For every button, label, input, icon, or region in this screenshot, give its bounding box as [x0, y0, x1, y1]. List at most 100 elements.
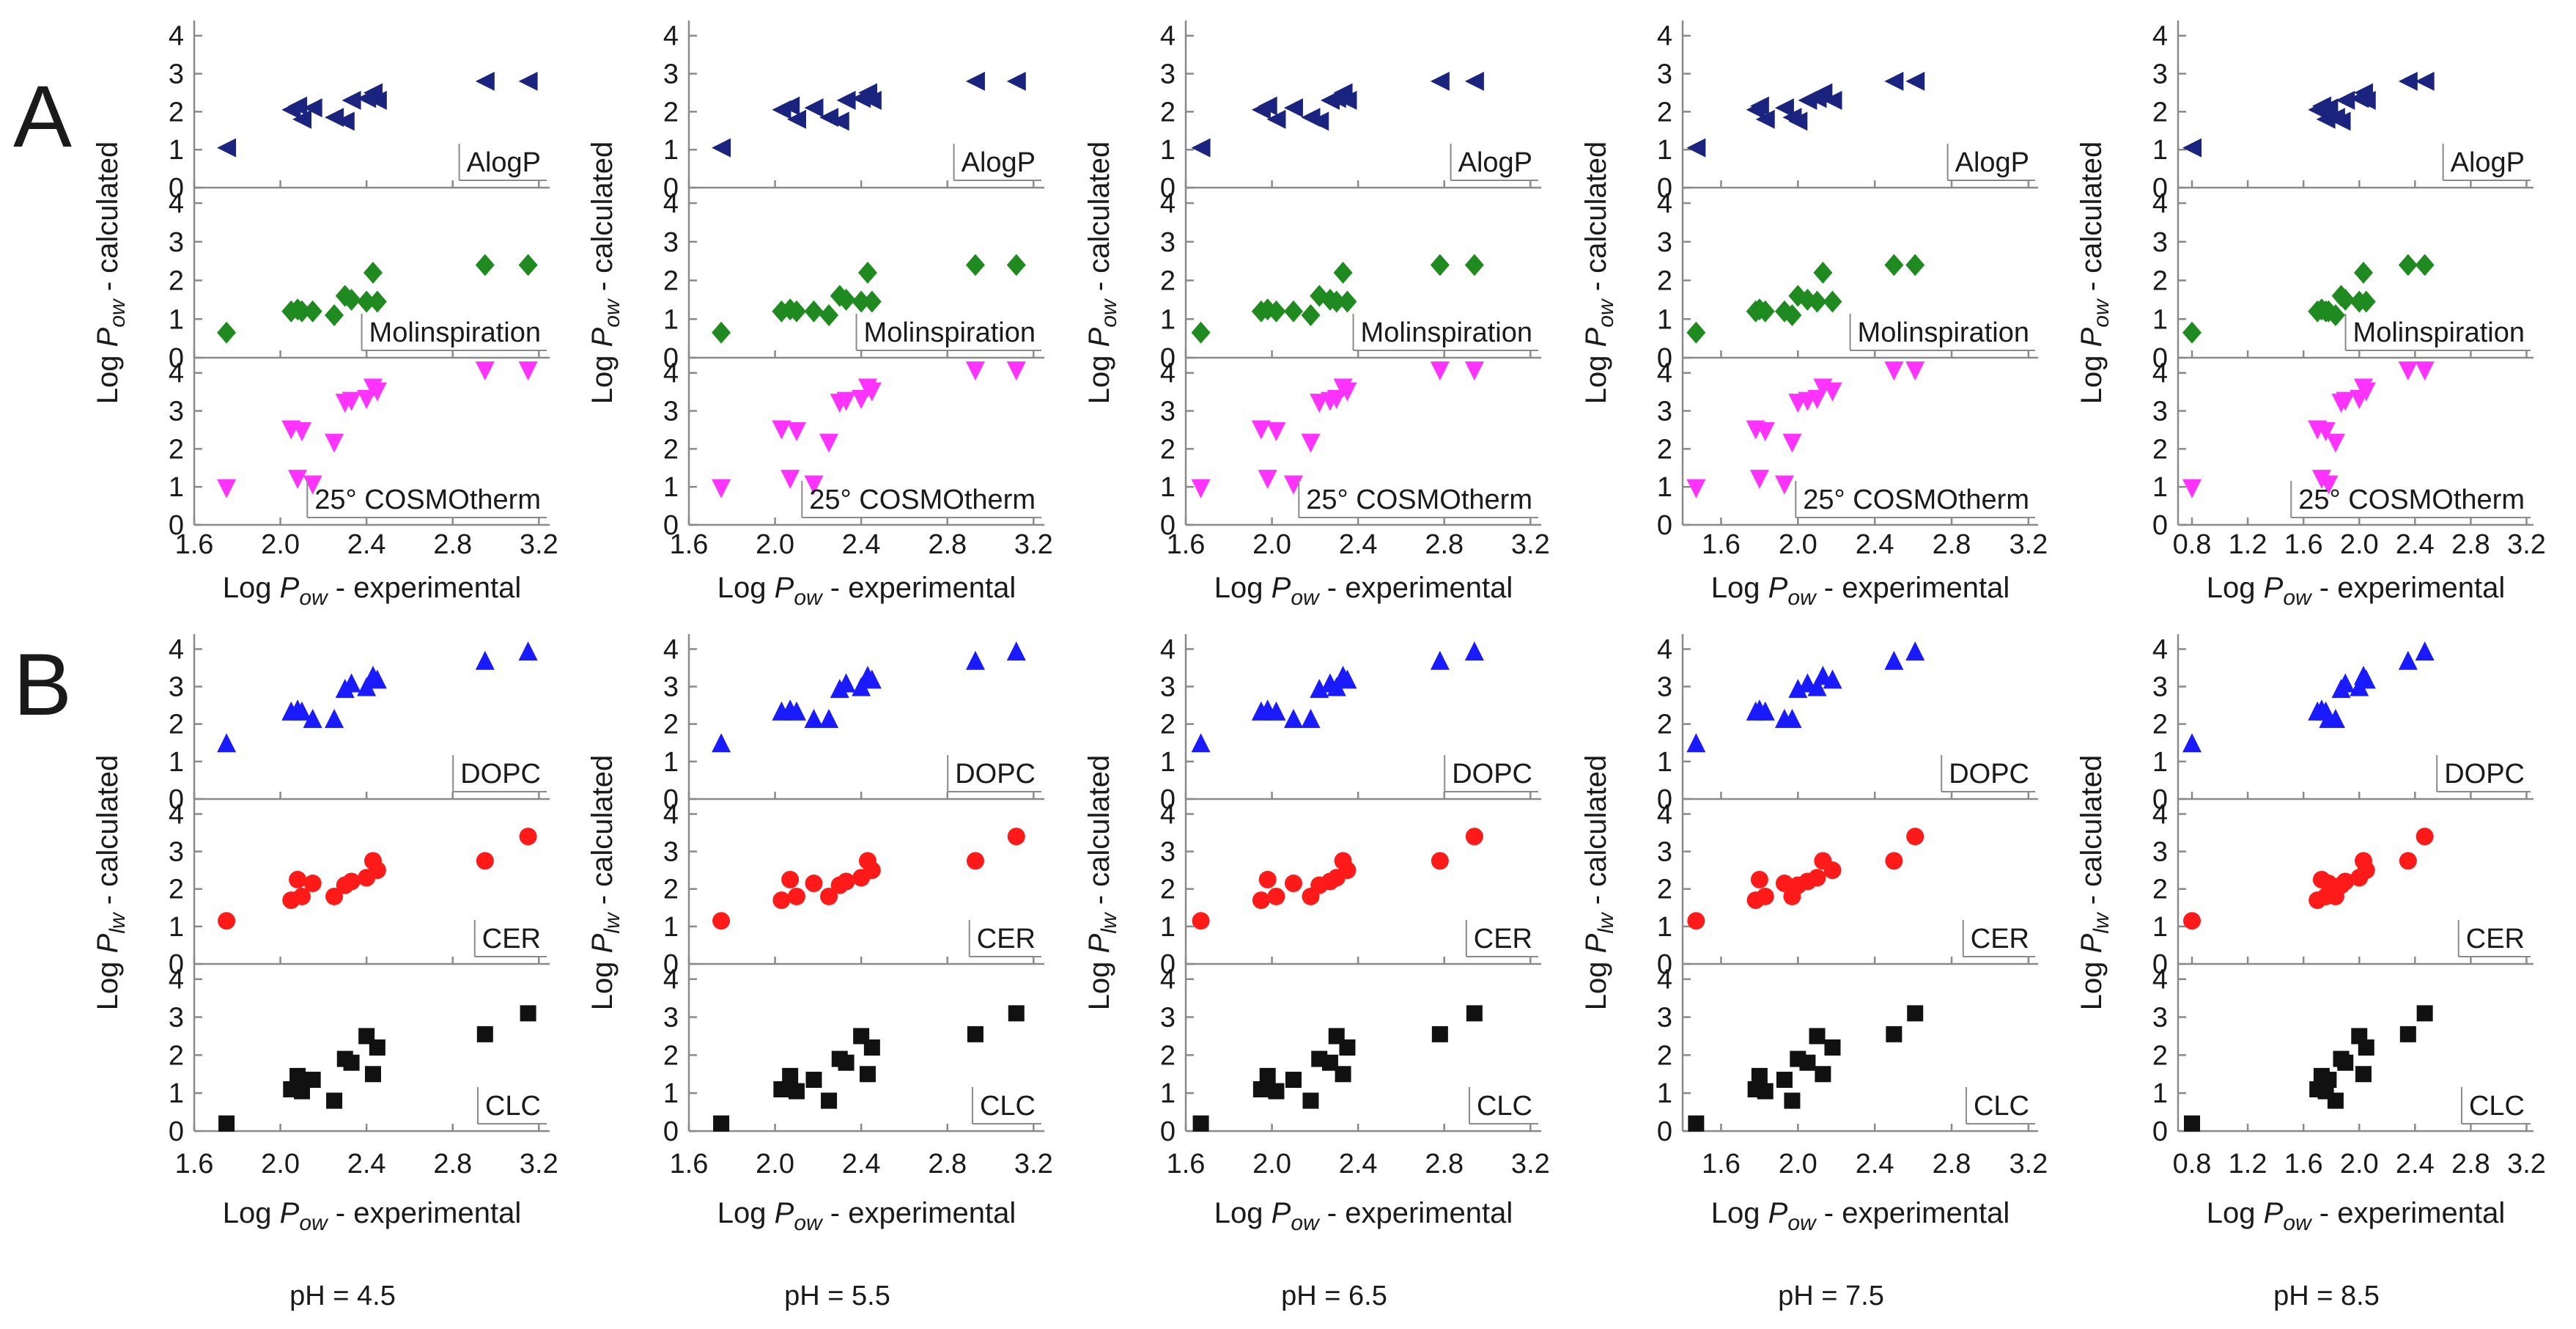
y-tick-label: 1 — [663, 304, 679, 335]
data-point — [781, 870, 800, 888]
y-axis-label: Log Plw - calculated — [92, 755, 130, 1011]
y-tick-label: 4 — [169, 799, 184, 830]
subplot-cer: 0 1 2 3 4 CER — [663, 799, 1044, 980]
data-point — [367, 90, 387, 110]
data-point — [2353, 262, 2373, 284]
data-point — [342, 90, 361, 110]
y-tick-label: 4 — [1657, 21, 1672, 52]
panel-b-col-3: 0 1 2 3 4 DOPC 0 1 2 3 4 CER 0 1 2 3 4 CLC 1.6 2.0 2.4 2.8 3.2… — [1083, 634, 1550, 1235]
y-tick-label: 4 — [1160, 358, 1176, 389]
data-point — [863, 1039, 880, 1056]
panel-a-col-5: 0 1 2 3 4 AlogP 0 1 2 3 4 Molinspiration 0 1 2 3 4 25° CO… — [2075, 21, 2546, 610]
data-point — [780, 469, 800, 489]
data-point — [342, 391, 361, 411]
legend-label: 25° COSMOtherm — [1306, 485, 1532, 515]
x-tick-label: 3.2 — [520, 529, 558, 560]
y-tick-label: 0 — [2152, 343, 2168, 374]
x-axis-label: Log Pow - experimental — [717, 1197, 1016, 1235]
panel-b-col-5: 0 1 2 3 4 DOPC 0 1 2 3 4 CER 0 1 2 3 4 CLC 0.8 1.2 1.6 2.0 2.4… — [2075, 634, 2546, 1235]
data-point — [965, 254, 985, 276]
x-axis-label: Log Pow - experimental — [717, 572, 1016, 610]
data-point — [1266, 300, 1286, 323]
y-tick-label: 4 — [663, 358, 679, 389]
data-point — [2399, 1026, 2416, 1042]
data-point — [303, 98, 322, 118]
panel-b-col-1: 0 1 2 3 4 DOPC 0 1 2 3 4 CER 0 1 2 3 4 CLC 1.6 2.0 2.4 2.8 3.2… — [92, 634, 558, 1235]
data-point — [1259, 1067, 1276, 1084]
y-tick-label: 3 — [663, 1003, 679, 1034]
data-point — [342, 872, 361, 891]
data-point — [786, 422, 806, 442]
panel-a-col-4: 0 1 2 3 4 AlogP 0 1 2 3 4 Molinspiration 0 1 2 3 4 25° CO… — [1580, 21, 2048, 610]
y-axis-label: Log Pow - calculated — [92, 141, 130, 405]
data-point — [1464, 361, 1484, 381]
x-tick-label: 2.4 — [2396, 529, 2435, 560]
y-tick-label: 1 — [169, 304, 184, 335]
subplot-clc: 0 1 2 3 4 CLC — [663, 964, 1044, 1147]
data-point — [1258, 469, 1277, 489]
subplot-molinspiration: 0 1 2 3 4 Molinspiration — [169, 188, 550, 374]
data-point — [1798, 90, 1817, 110]
y-tick-label: 3 — [1657, 59, 1672, 90]
data-point — [965, 650, 985, 670]
data-point — [1788, 679, 1808, 699]
y-tick-label: 3 — [2152, 1003, 2168, 1034]
y-tick-label: 0 — [1657, 343, 1672, 374]
y-tick-label: 4 — [663, 634, 679, 665]
y-tick-label: 0 — [1160, 173, 1176, 204]
x-tick-label: 2.0 — [1252, 1149, 1291, 1179]
y-tick-label: 1 — [2152, 304, 2168, 335]
data-point — [788, 1083, 805, 1100]
y-tick-label: 2 — [663, 710, 679, 740]
data-point — [1749, 96, 1769, 116]
x-tick-label: 3.2 — [2507, 529, 2546, 560]
y-tick-label: 3 — [1657, 837, 1672, 868]
data-point — [1823, 382, 1842, 402]
y-tick-label: 3 — [663, 837, 679, 868]
x-tick-label: 2.0 — [756, 1149, 794, 1179]
y-tick-label: 4 — [169, 21, 184, 52]
data-point — [342, 673, 361, 693]
y-tick-label: 4 — [2152, 358, 2168, 389]
y-tick-label: 4 — [1160, 188, 1176, 219]
y-tick-label: 0 — [1160, 784, 1176, 815]
data-point — [852, 290, 871, 313]
data-point — [1823, 290, 1842, 313]
data-point — [830, 111, 849, 131]
y-tick-label: 4 — [1160, 965, 1176, 995]
data-point — [1905, 254, 1925, 276]
data-point — [2319, 475, 2339, 495]
data-point — [325, 887, 344, 905]
x-tick-label: 3.2 — [1511, 1149, 1550, 1179]
data-point — [2416, 828, 2434, 846]
x-tick-label: 3.2 — [2009, 1149, 2048, 1179]
y-tick-label: 3 — [1160, 1003, 1176, 1034]
data-point — [773, 1081, 790, 1097]
y-tick-label: 4 — [2152, 965, 2168, 995]
x-tick-label: 2.4 — [1856, 1149, 1894, 1179]
y-tick-label: 4 — [663, 799, 679, 830]
data-point — [1301, 304, 1321, 326]
data-point — [857, 262, 877, 284]
data-point — [2398, 650, 2418, 670]
data-point — [1464, 71, 1484, 91]
data-point — [364, 1066, 381, 1083]
data-point — [475, 361, 495, 381]
data-point — [1686, 479, 1706, 498]
data-point — [1687, 912, 1705, 930]
legend-label: CER — [1971, 924, 2029, 954]
data-point — [772, 420, 791, 440]
data-point — [289, 1067, 306, 1084]
y-tick-label: 3 — [1657, 227, 1672, 258]
y-tick-label: 3 — [2152, 397, 2168, 427]
data-point — [1266, 701, 1286, 721]
data-point — [805, 875, 823, 893]
data-point — [1430, 650, 1450, 670]
data-point — [1751, 1067, 1768, 1084]
y-tick-label: 3 — [2152, 672, 2168, 703]
data-point — [1884, 71, 1904, 91]
data-point — [966, 852, 984, 870]
data-point — [1884, 650, 1904, 670]
legend-label: AlogP — [1955, 147, 2029, 178]
data-point — [713, 1115, 730, 1132]
